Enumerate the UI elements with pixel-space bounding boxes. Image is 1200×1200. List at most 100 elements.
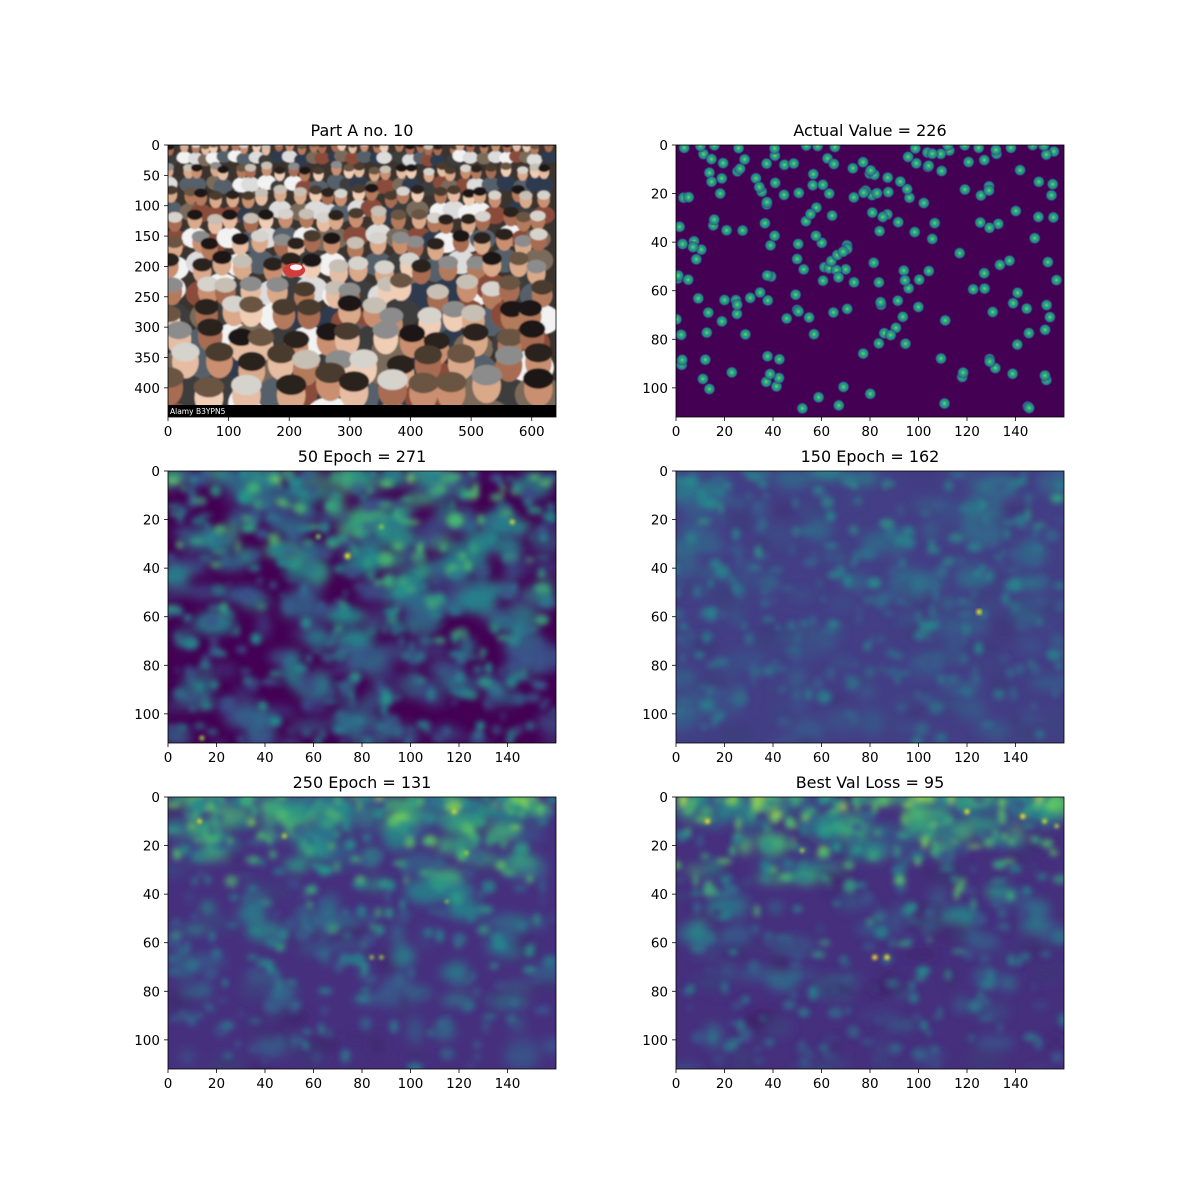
x-tick-label: 140 — [1003, 424, 1029, 440]
watermark-text: Alamy B3YPN5 — [170, 407, 226, 416]
x-tick-label: 20 — [208, 1076, 225, 1092]
density-dot — [1041, 255, 1055, 269]
density-dot — [828, 145, 842, 154]
density-dot — [847, 190, 861, 204]
panel-1: Part A no. 10 Alamy B3YPN5 0 100 200 300 400 50… — [134, 121, 557, 440]
density-dot — [760, 157, 774, 171]
density-dot — [1026, 145, 1040, 152]
density-map — [676, 145, 1064, 417]
panel-3: 50 Epoch = 271 0 20 40 60 80 100 120 140 0 20 40 60 8… — [134, 447, 557, 766]
panel-title: 250 Epoch = 131 — [293, 773, 432, 792]
y-tick-label: 350 — [134, 351, 160, 367]
watermark-bar — [168, 405, 556, 417]
density-peaks — [199, 519, 515, 741]
density-dot — [977, 153, 991, 167]
x-tick-label: 120 — [954, 750, 980, 766]
density-dot — [689, 252, 703, 266]
density-dot — [873, 224, 887, 238]
panel-title: Best Val Loss = 95 — [796, 773, 945, 792]
density-dot — [881, 171, 895, 185]
density-dot — [989, 145, 1003, 157]
density-map — [168, 471, 556, 743]
y-tick-label: 100 — [134, 199, 160, 215]
density-dot — [730, 298, 744, 312]
density-dot — [884, 328, 898, 342]
density-dot — [857, 186, 871, 200]
density-dot — [901, 150, 915, 164]
x-tick-label: 100 — [216, 424, 242, 440]
x-tick-label: 400 — [398, 424, 424, 440]
x-tick-label: 80 — [861, 750, 878, 766]
density-dot — [806, 178, 820, 192]
density-dot — [1046, 177, 1060, 191]
density-dot — [809, 229, 823, 243]
density-dot — [1043, 310, 1057, 324]
density-dot — [705, 175, 719, 189]
density-dot — [822, 187, 836, 201]
density-dot — [938, 313, 952, 327]
x-tick-label: 80 — [861, 424, 878, 440]
x-tick-label: 40 — [256, 1076, 273, 1092]
density-dot — [701, 306, 715, 320]
x-tick-label: 40 — [764, 424, 781, 440]
x-tick-label: 20 — [716, 424, 733, 440]
density-dot — [1020, 302, 1034, 316]
density-dot — [826, 306, 840, 319]
y-tick-label: 40 — [143, 887, 160, 903]
x-tick-label: 60 — [813, 750, 830, 766]
panel-title: Part A no. 10 — [311, 121, 414, 140]
x-tick-label: 120 — [446, 750, 472, 766]
density-dot — [725, 365, 739, 379]
density-dot — [707, 145, 721, 152]
density-dot — [899, 337, 912, 351]
density-dot — [676, 312, 683, 326]
density-dot — [730, 307, 744, 321]
density-dot — [797, 262, 811, 276]
x-tick-label: 600 — [519, 424, 545, 440]
y-tick-label: 80 — [651, 332, 668, 348]
y-tick-label: 60 — [651, 284, 668, 300]
crowd — [168, 145, 556, 417]
y-tick-label: 20 — [143, 839, 160, 855]
density-dot — [827, 157, 841, 171]
density-detail — [676, 471, 1064, 743]
density-dot — [791, 237, 805, 251]
density-dot — [1022, 401, 1036, 415]
x-tick-label: 20 — [716, 750, 733, 766]
density-dot — [792, 305, 805, 318]
x-tick-label: 60 — [305, 1076, 322, 1092]
density-dot — [925, 232, 939, 246]
density-peaks — [705, 809, 1059, 960]
y-tick-label: 20 — [651, 513, 668, 529]
y-tick-label: 20 — [143, 513, 160, 529]
panel-4: 150 Epoch = 162 0 20 40 60 80 100 120 140 0 20 40 60… — [642, 447, 1065, 766]
density-map — [676, 797, 1064, 1069]
density-dot — [790, 252, 804, 266]
x-tick-label: 140 — [1003, 1076, 1029, 1092]
x-tick-label: 100 — [398, 750, 424, 766]
y-tick-label: 40 — [143, 561, 160, 577]
density-dot — [760, 269, 774, 282]
density-dot — [872, 336, 886, 350]
x-tick-label: 120 — [954, 1076, 980, 1092]
density-dot — [795, 401, 809, 415]
y-tick-label: 0 — [151, 790, 160, 806]
density-dot — [935, 164, 949, 178]
x-tick-label: 0 — [164, 1076, 173, 1092]
density-dot — [736, 224, 750, 237]
density-dot — [761, 293, 775, 307]
y-tick-label: 0 — [151, 464, 160, 480]
y-tick-label: 50 — [143, 168, 160, 184]
x-tick-label: 120 — [954, 424, 980, 440]
x-tick-label: 20 — [716, 1076, 733, 1092]
density-dot — [743, 291, 757, 305]
y-tick-label: 60 — [651, 610, 668, 626]
density-dot — [686, 240, 700, 254]
density-dot — [928, 216, 942, 230]
density-dot — [676, 269, 685, 283]
y-tick-label: 0 — [659, 790, 668, 806]
density-dot — [876, 210, 890, 224]
density-dot — [758, 216, 772, 230]
density-dot — [768, 145, 782, 155]
density-dot — [696, 372, 710, 386]
